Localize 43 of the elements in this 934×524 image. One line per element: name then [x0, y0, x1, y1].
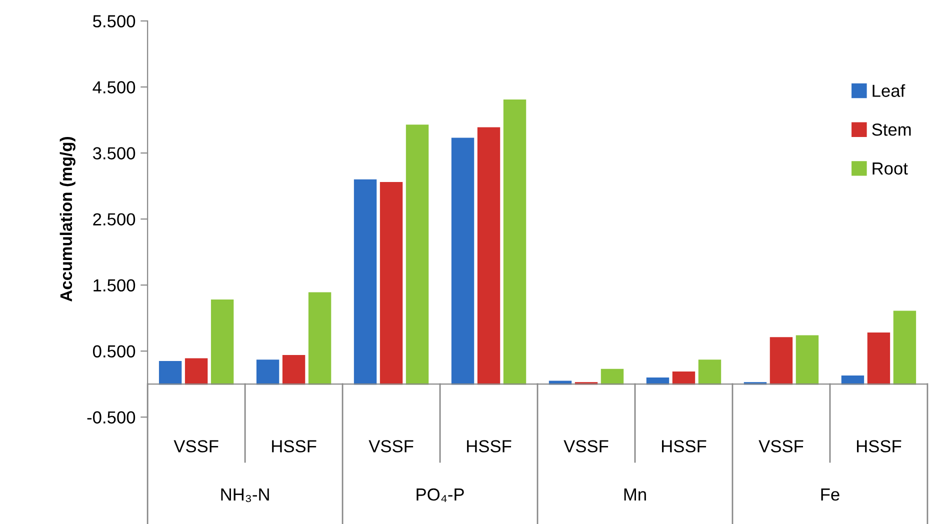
bar	[796, 335, 819, 385]
bar	[770, 337, 793, 385]
legend-label: Root	[872, 162, 908, 175]
y-axis-title: Accumulation (mg/g)	[60, 136, 76, 302]
text: Mn	[624, 488, 646, 500]
text: Fe	[821, 488, 840, 501]
y-tick-label: 4.500	[92, 81, 136, 94]
legend-label: Leaf	[872, 84, 906, 97]
y-tick-label: 2.500	[93, 213, 136, 226]
x-tick-label: VSSF	[174, 440, 218, 452]
bar	[406, 124, 429, 385]
bar	[893, 310, 916, 385]
y-tick-label: 1.500	[94, 279, 136, 292]
bar	[477, 127, 500, 385]
x-tick-label: VSSF	[564, 440, 608, 452]
bar	[451, 138, 474, 385]
x-tick-label: HSSF	[467, 440, 512, 452]
bar	[158, 360, 182, 385]
bar	[184, 358, 208, 385]
bar	[256, 360, 280, 385]
y-tick-label: 0.500	[93, 345, 136, 358]
bar	[210, 300, 234, 385]
text: PO₄-P	[416, 488, 464, 502]
x-tick-label: VSSF	[368, 440, 414, 452]
bar	[672, 372, 696, 385]
bar	[354, 179, 377, 385]
bar	[308, 292, 332, 385]
text: NH₃-N	[221, 488, 269, 502]
legend-label: Stem	[872, 124, 911, 136]
y-tick-label: 5.500	[93, 15, 136, 28]
bar	[282, 355, 306, 385]
y-tick-label: 3.500	[92, 147, 136, 160]
x-tick-label: HSSF	[856, 440, 902, 452]
x-tick-label: HSSF	[662, 440, 706, 452]
x-tick-label: HSSF	[272, 440, 316, 452]
bar	[380, 182, 403, 385]
bar	[503, 99, 526, 385]
y-tick-label: -0.500	[87, 411, 136, 424]
bar	[867, 332, 890, 385]
bar	[841, 375, 864, 385]
bar	[698, 360, 722, 385]
x-tick-label: VSSF	[758, 440, 804, 452]
bar	[600, 368, 624, 385]
